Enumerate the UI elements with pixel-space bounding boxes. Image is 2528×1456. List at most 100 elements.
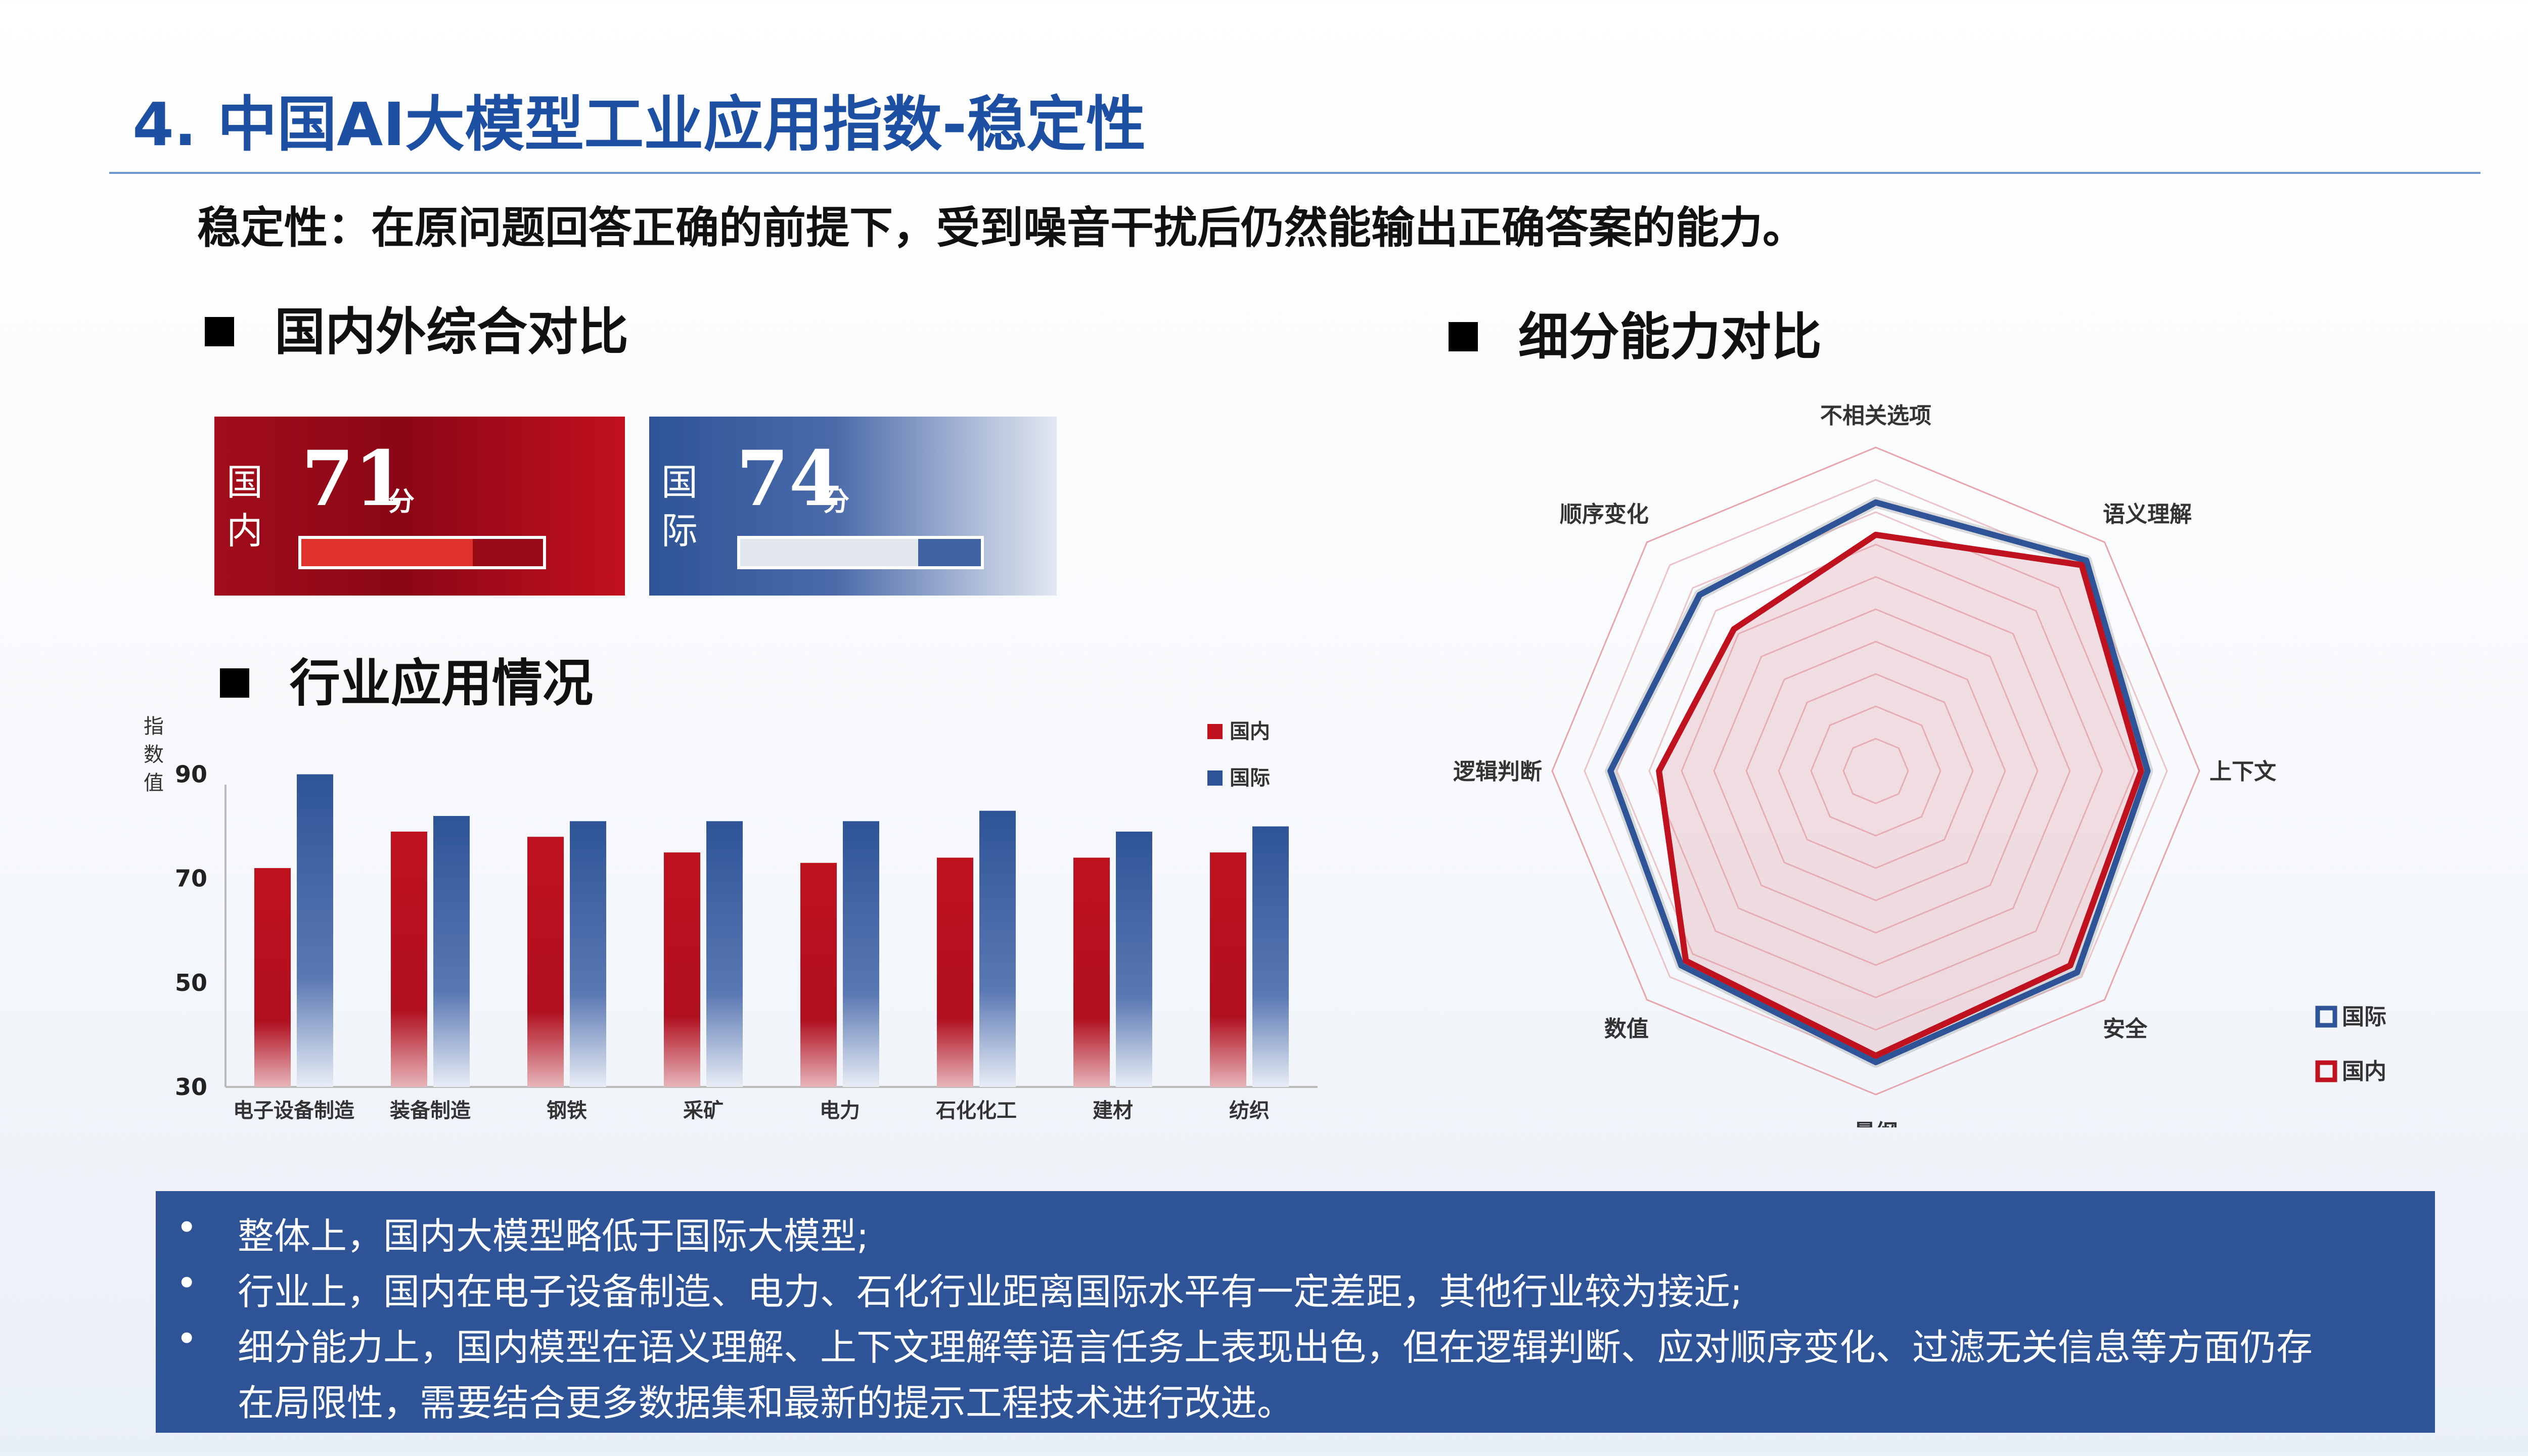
- bar-domestic: [1073, 857, 1110, 1087]
- category-label: 钢铁: [547, 1099, 587, 1122]
- radar-series-international: [1607, 499, 2151, 1065]
- domestic-score-value: 71: [301, 434, 407, 523]
- legend-label: 国内: [1230, 720, 1270, 743]
- international-card-label-line2: 际: [661, 510, 698, 552]
- category-label: 电力: [820, 1099, 860, 1122]
- bar-international: [297, 774, 333, 1087]
- radar-ring: [1648, 543, 2103, 998]
- international-score-progress: [737, 536, 984, 569]
- bar-domestic: [527, 837, 564, 1087]
- domestic-score-card: 国 内 71 分: [214, 417, 625, 596]
- bar-marks: [254, 774, 1289, 1087]
- radar-axis-label: 量纲: [1854, 1120, 1898, 1127]
- radar-series-domestic: [1656, 531, 2144, 1059]
- y-tick-label: 30: [175, 1073, 207, 1101]
- international-score-value: 74: [736, 434, 842, 523]
- bullet-dot: •: [176, 1206, 198, 1249]
- international-score-card: 国 际 74 分: [649, 417, 1057, 596]
- bullet-dot: •: [176, 1262, 198, 1304]
- finding-text: 在局限性，需要结合更多数据集和最新的提示工程技术进行改进。: [238, 1382, 1294, 1424]
- legend-swatch: [1207, 724, 1223, 739]
- category-label: 纺织: [1229, 1099, 1270, 1122]
- radar-ring: [1616, 511, 2136, 1031]
- section-overall-heading: 国内外综合对比: [205, 291, 628, 364]
- domestic-card-label-line2: 内: [226, 510, 263, 552]
- radar-axis-label: 数值: [1604, 1016, 1649, 1042]
- bar-domestic: [391, 831, 427, 1087]
- radar-axis-label: 顺序变化: [1560, 502, 1649, 527]
- bar-international: [433, 816, 470, 1087]
- bar-chart-axes: [224, 785, 1318, 1088]
- y-axis-label-char: 指: [144, 715, 164, 738]
- section-capability-heading: 细分能力对比: [1449, 296, 1822, 369]
- radar-series: [1605, 496, 2153, 1068]
- legend-label: 国际: [1230, 766, 1270, 790]
- radar-legend-label: 国内: [2342, 1059, 2386, 1084]
- page-title: 4. 中国AI大模型工业应用指数-稳定性: [132, 89, 1146, 159]
- category-labels: 电子设备制造 装备制造 钢铁 采矿 电力 石化化工 建材 纺织: [233, 1099, 1270, 1122]
- radar-legend-swatch: [2315, 1060, 2337, 1082]
- y-tick-label: 50: [175, 969, 207, 996]
- radar-axis-labels: 不相关选项语义理解上下文安全量纲 数值 逻辑判断 顺序变化: [1453, 403, 2276, 1127]
- bar-international: [843, 821, 879, 1087]
- section-industry-heading: 行业应用情况: [220, 642, 593, 715]
- radar-legend-swatch: [2315, 1006, 2337, 1028]
- bar-international: [570, 821, 606, 1087]
- bar-domestic: [664, 852, 700, 1087]
- domestic-card-label: 国 内: [224, 458, 265, 555]
- category-label: 石化化工: [936, 1099, 1017, 1122]
- y-axis-label: 指数值: [144, 715, 164, 795]
- category-label: 装备制造: [390, 1099, 471, 1122]
- international-score-progress-fill: [740, 539, 919, 566]
- bar-international: [979, 810, 1016, 1087]
- radar-ring: [1713, 608, 2039, 934]
- finding-text: 细分能力上，国内模型在语义理解、上下文理解等语言任务上表现出色，但在逻辑判断、应…: [238, 1326, 2313, 1369]
- square-bullet-icon: [205, 316, 234, 346]
- square-bullet-icon: [1449, 322, 1478, 351]
- radar-ring: [1778, 673, 1974, 869]
- radar-axis-label: 逻辑判断: [1453, 759, 1542, 785]
- bar-domestic: [937, 857, 973, 1087]
- legend-swatch: [1207, 770, 1223, 786]
- radar-legend-label: 国际: [2342, 1004, 2386, 1030]
- bar-domestic: [1210, 852, 1246, 1087]
- radar-axis-label: 不相关选项: [1820, 403, 1931, 429]
- radar-ring: [1745, 641, 2006, 901]
- section-capability-label: 细分能力对比: [1518, 307, 1822, 367]
- definition-text: 稳定性：在原问题回答正确的前提下，受到噪音干扰后仍然能输出正确答案的能力。: [197, 203, 1806, 253]
- title-divider: [109, 172, 2480, 174]
- bar-international: [706, 821, 743, 1087]
- y-tick-label: 70: [175, 865, 207, 892]
- y-tick-labels: 30 50 70 90: [175, 761, 207, 1101]
- industry-bar-chart: 指数值 30 50 70 90 电子设备制造 装备制造 钢铁 采矿 电力 石化化工 建材 纺织 国内…: [144, 715, 1318, 1122]
- domestic-score-progress-fill: [301, 539, 473, 566]
- bar-domestic: [254, 868, 291, 1087]
- radar-ring: [1681, 576, 2071, 966]
- radar-axis-label: 上下文: [2209, 759, 2276, 785]
- radar-axis-label: 语义理解: [2103, 502, 2192, 527]
- y-axis-label-char: 数: [144, 743, 164, 766]
- bullet-dot: •: [176, 1317, 198, 1360]
- international-card-label-line1: 国: [661, 461, 698, 504]
- radar-ring: [1810, 705, 1942, 837]
- category-label: 采矿: [683, 1099, 724, 1122]
- domestic-score-unit: 分: [388, 487, 415, 517]
- domestic-score-progress: [298, 536, 546, 569]
- section-overall-label: 国内外综合对比: [275, 302, 628, 361]
- finding-text: 行业上，国内在电子设备制造、电力、石化行业距离国际水平有一定差距，其他行业较为接…: [238, 1270, 1743, 1313]
- radar-axis-label: 安全: [2103, 1016, 2148, 1042]
- category-label: 建材: [1093, 1099, 1133, 1122]
- radar-ring: [1551, 446, 2200, 1096]
- international-card-label: 国 际: [659, 458, 700, 555]
- findings-panel: • 整体上，国内大模型略低于国际大模型; • 行业上，国内在电子设备制造、电力、…: [156, 1191, 2435, 1433]
- bar-international: [1116, 831, 1152, 1087]
- international-score-unit: 分: [823, 487, 850, 517]
- y-tick-label: 90: [175, 761, 207, 788]
- category-label: 电子设备制造: [233, 1099, 354, 1122]
- bar-international: [1252, 826, 1289, 1087]
- section-industry-label: 行业应用情况: [290, 654, 593, 713]
- domestic-card-label-line1: 国: [226, 461, 263, 504]
